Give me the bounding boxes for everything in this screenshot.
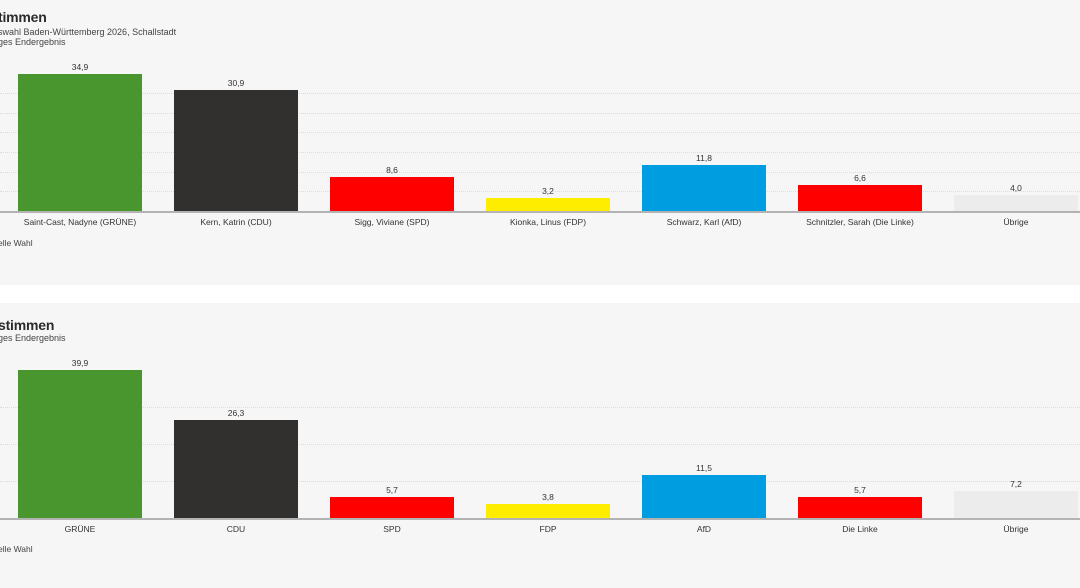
chart-title: stimmen bbox=[0, 317, 55, 333]
bar[interactable] bbox=[954, 195, 1078, 211]
gridline bbox=[0, 132, 1080, 134]
category-label: Saint-Cast, Nadyne (GRÜNE) bbox=[23, 217, 137, 227]
bar[interactable] bbox=[798, 185, 922, 211]
gridline bbox=[0, 480, 1080, 482]
bar-value-label: 5,7 bbox=[386, 484, 398, 495]
chart-note: elle Wahl bbox=[0, 544, 33, 554]
chart-note: elle Wahl bbox=[0, 238, 33, 248]
bar-value-label: 7,2 bbox=[1010, 479, 1022, 490]
bar[interactable] bbox=[486, 503, 610, 518]
category-label: Kern, Katrin (CDU) bbox=[200, 217, 272, 227]
bar[interactable] bbox=[954, 491, 1078, 518]
bar[interactable] bbox=[330, 177, 454, 211]
bar[interactable] bbox=[174, 420, 298, 518]
bar-value-label: 6,6 bbox=[854, 173, 866, 184]
bar[interactable] bbox=[798, 496, 922, 518]
gridline bbox=[0, 443, 1080, 445]
bar[interactable] bbox=[486, 198, 610, 211]
category-label: Übrige bbox=[1003, 217, 1029, 227]
chart-subtitle-status: ges Endergebnis bbox=[0, 37, 66, 47]
category-label: CDU bbox=[226, 524, 246, 534]
category-label: Übrige bbox=[1003, 524, 1029, 534]
bar[interactable] bbox=[18, 369, 142, 518]
bar-value-label: 3,2 bbox=[542, 186, 554, 197]
category-label: Kionka, Linus (FDP) bbox=[509, 217, 587, 227]
bar-value-label: 3,8 bbox=[542, 491, 554, 502]
category-label: AfD bbox=[696, 524, 712, 534]
chart-panel-erststimmen: timmen swahl Baden-Württemberg 2026, Sch… bbox=[0, 0, 1080, 285]
gridline bbox=[0, 152, 1080, 154]
category-label: SPD bbox=[383, 524, 401, 534]
category-label: Die Linke bbox=[842, 524, 878, 534]
bar[interactable] bbox=[330, 496, 454, 518]
chart-panel-zweitstimmen: stimmen ges Endergebnis 39,9 GRÜNE 26,3 CDU… bbox=[0, 303, 1080, 588]
bar-value-label: 34,9 bbox=[71, 61, 89, 72]
bar-value-label: 11,5 bbox=[696, 463, 712, 474]
gridline bbox=[0, 112, 1080, 114]
bar-value-label: 4,0 bbox=[1010, 183, 1022, 194]
bar[interactable] bbox=[18, 73, 142, 211]
bar-value-label: 11,8 bbox=[696, 152, 712, 163]
bar-value-label: 8,6 bbox=[386, 165, 398, 176]
chart-subtitle-status: ges Endergebnis bbox=[0, 333, 66, 343]
bar-value-label: 39,9 bbox=[71, 357, 89, 368]
category-label: Schnitzler, Sarah (Die Linke) bbox=[806, 217, 914, 227]
bar-value-label: 5,7 bbox=[854, 484, 866, 495]
bar-value-label: 26,3 bbox=[227, 408, 245, 419]
category-label: GRÜNE bbox=[64, 524, 96, 534]
chart-title: timmen bbox=[0, 9, 47, 25]
bar[interactable] bbox=[642, 164, 766, 211]
gridline bbox=[0, 93, 1080, 95]
gridline bbox=[0, 191, 1080, 193]
chart-subtitle: swahl Baden-Württemberg 2026, Schallstad… bbox=[0, 27, 177, 37]
x-axis-baseline bbox=[0, 518, 1080, 520]
bar-value-label: 30,9 bbox=[227, 77, 245, 88]
gridline bbox=[0, 406, 1080, 408]
x-axis-baseline bbox=[0, 211, 1080, 213]
category-label: Schwarz, Karl (AfD) bbox=[666, 217, 742, 227]
bar[interactable] bbox=[174, 89, 298, 211]
gridline bbox=[0, 171, 1080, 173]
bar[interactable] bbox=[642, 475, 766, 518]
category-label: FDP bbox=[539, 524, 557, 534]
bar-plot: 39,9 GRÜNE 26,3 CDU 5,7 SPD 3,8 FDP 11,5 AfD 5,7 Di… bbox=[0, 303, 1080, 563]
bar-plot: 34,9 Saint-Cast, Nadyne (GRÜNE) 30,9 Kern, … bbox=[0, 0, 1080, 260]
category-label: Sigg, Viviane (SPD) bbox=[354, 217, 430, 227]
